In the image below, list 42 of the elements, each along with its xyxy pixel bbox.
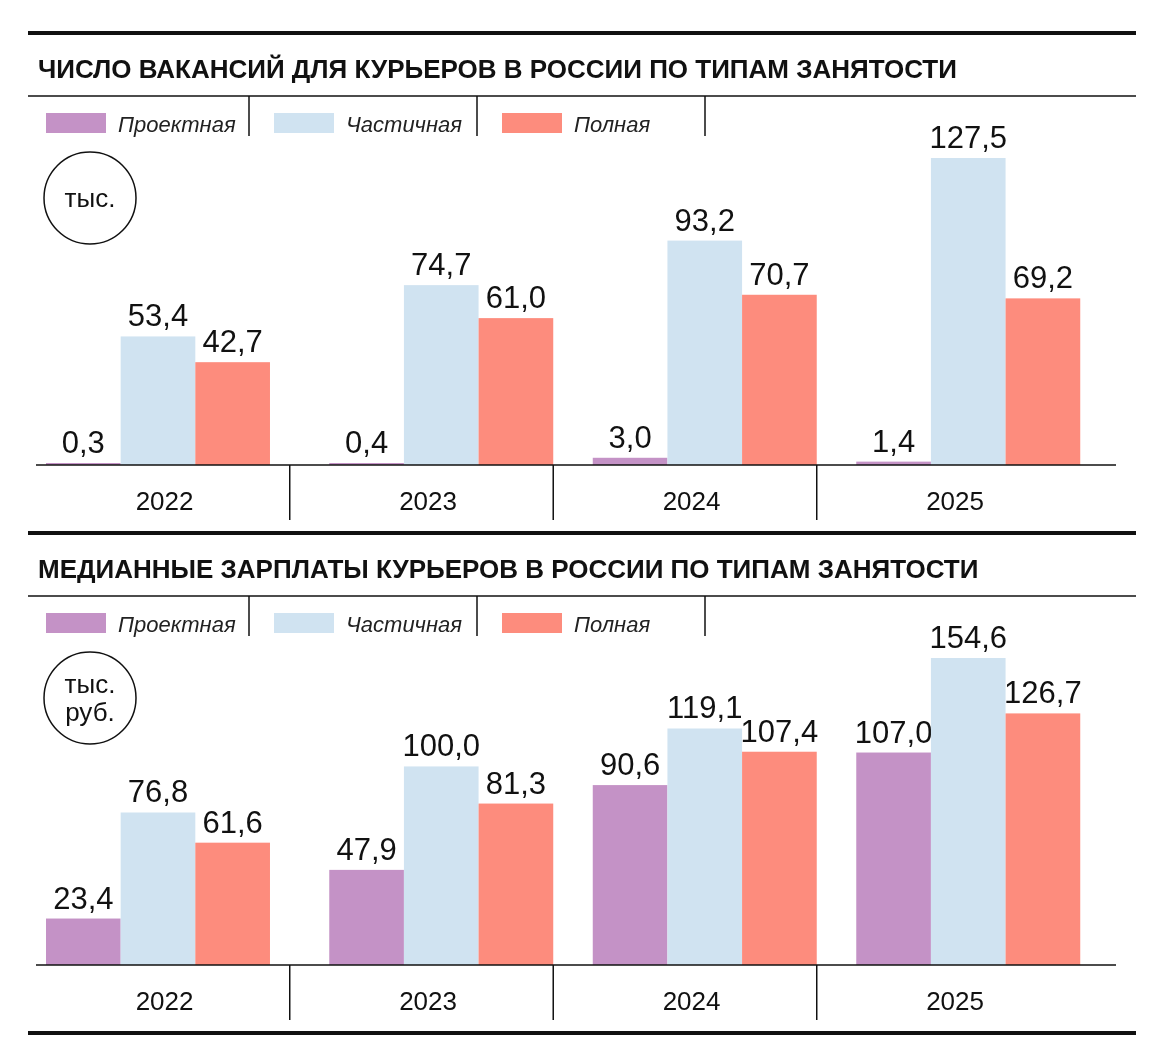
legend-label: Полная xyxy=(574,612,651,637)
legend-label: Проектная xyxy=(118,612,236,637)
data-label: 53,4 xyxy=(127,298,189,334)
y-axis-title: тыс. xyxy=(64,183,116,213)
data-label: 61,0 xyxy=(485,280,547,316)
data-label: 69,2 xyxy=(1012,260,1074,296)
data-label: 3,0 xyxy=(608,419,652,455)
legend-label: Полная xyxy=(574,112,651,137)
x-tick-label: 2022 xyxy=(135,986,194,1016)
x-tick-label: 2025 xyxy=(926,486,984,516)
data-label: 0,4 xyxy=(345,425,389,460)
data-label: 119,1 xyxy=(667,690,743,726)
data-label: 126,7 xyxy=(1004,675,1082,711)
y-axis-title: тыс. руб. xyxy=(64,669,116,727)
legend-label: Частичная xyxy=(346,612,463,637)
chart-title: МЕДИАННЫЕ ЗАРПЛАТЫ КУРЬЕРОВ В РОССИИ ПО ТИПАМ ЗАНЯТОСТИ xyxy=(38,554,979,584)
data-label: 93,2 xyxy=(674,202,735,238)
data-label: 100,0 xyxy=(402,728,481,764)
data-label: 1,4 xyxy=(872,423,916,459)
chart-title: ЧИСЛО ВАКАНСИЙ ДЛЯ КУРЬЕРОВ В РОССИИ ПО ТИПАМ ЗАНЯТОСТИ xyxy=(38,54,957,84)
data-label: 0,3 xyxy=(61,425,105,460)
x-tick-label: 2024 xyxy=(662,486,721,516)
data-label: 70,7 xyxy=(749,256,810,292)
data-label: 61,6 xyxy=(202,804,263,840)
legend-label: Частичная xyxy=(346,112,463,137)
legend-label: Проектная xyxy=(118,112,236,137)
data-label: 107,0 xyxy=(854,714,933,750)
data-label: 107,4 xyxy=(740,713,819,749)
data-label: 127,5 xyxy=(929,120,1008,155)
x-tick-label: 2024 xyxy=(662,986,721,1016)
data-label: 154,6 xyxy=(929,620,1008,655)
data-label: 74,7 xyxy=(411,247,472,283)
data-label: 47,9 xyxy=(336,831,397,867)
data-label: 90,6 xyxy=(599,747,661,783)
x-tick-label: 2025 xyxy=(926,986,984,1016)
data-label: 76,8 xyxy=(127,774,189,810)
x-tick-label: 2023 xyxy=(399,986,457,1016)
x-tick-label: 2023 xyxy=(399,486,457,516)
data-label: 81,3 xyxy=(485,765,547,801)
data-label: 42,7 xyxy=(202,324,263,360)
x-tick-label: 2022 xyxy=(135,486,194,516)
data-label: 23,4 xyxy=(53,880,114,916)
